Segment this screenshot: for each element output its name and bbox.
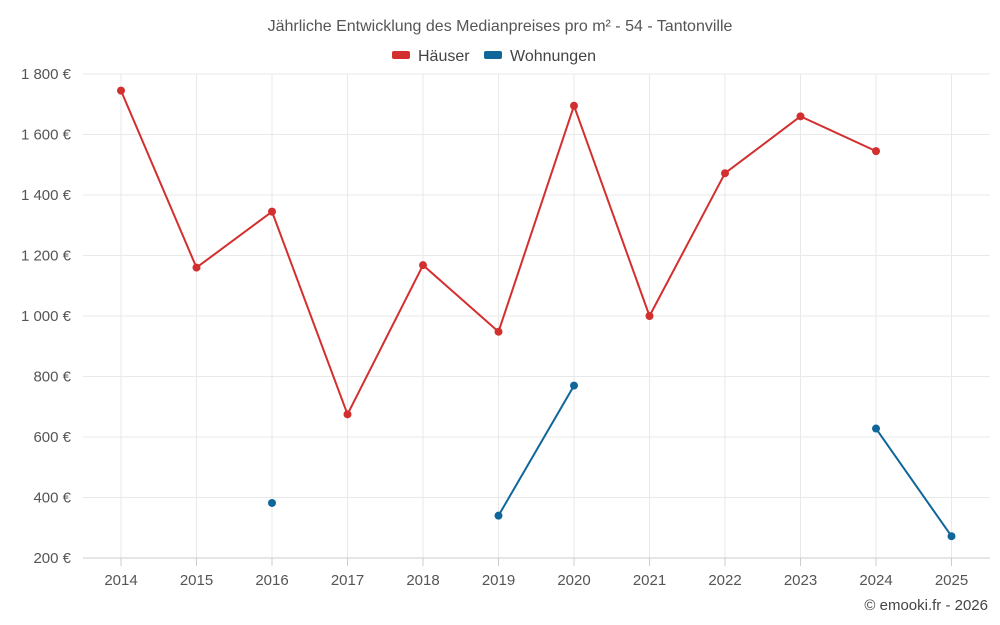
y-tick-label: 1 200 € xyxy=(21,248,72,265)
data-point[interactable] xyxy=(494,327,503,336)
x-tick-label: 2020 xyxy=(557,572,590,589)
x-tick-label: 2023 xyxy=(784,572,817,589)
x-tick-label: 2022 xyxy=(708,572,741,589)
y-tick-label: 600 € xyxy=(33,429,71,446)
grid xyxy=(83,73,990,559)
x-tick-label: 2016 xyxy=(255,572,288,589)
data-point[interactable] xyxy=(192,263,201,272)
x-tick-label: 2015 xyxy=(180,572,213,589)
credit-text: © emooki.fr - 2026 xyxy=(864,597,988,614)
data-point[interactable] xyxy=(419,261,427,270)
chart-title: Jährliche Entwicklung des Medianpreises … xyxy=(268,18,733,35)
y-tick-label: 800 € xyxy=(33,369,71,386)
data-point[interactable] xyxy=(268,498,276,507)
series-layer xyxy=(117,86,956,541)
legend-swatch[interactable] xyxy=(392,51,410,59)
y-tick-label: 1 600 € xyxy=(21,127,72,144)
x-tick-label: 2024 xyxy=(859,572,892,589)
data-point[interactable] xyxy=(570,101,578,110)
legend: Häuser Wohnungen xyxy=(392,48,596,65)
x-tick-label: 2025 xyxy=(935,572,968,589)
data-point[interactable] xyxy=(343,410,352,419)
x-tick-label: 2014 xyxy=(104,572,137,589)
x-tick-label: 2019 xyxy=(482,572,515,589)
data-point[interactable] xyxy=(494,511,503,520)
data-point[interactable] xyxy=(117,86,125,95)
y-tick-label: 1 400 € xyxy=(21,187,72,204)
data-point[interactable] xyxy=(721,169,729,178)
legend-label[interactable]: Wohnungen xyxy=(510,48,596,65)
x-tick-label: 2021 xyxy=(633,572,666,589)
data-point[interactable] xyxy=(872,424,880,433)
data-point[interactable] xyxy=(268,207,276,216)
y-axis: 200 € 400 € 600 € 800 € 1 000 € 1 200 € 1 400 … xyxy=(21,66,72,567)
x-axis: 2014 2015 2016 2017 2018 2019 2020 2021 2022 2023… xyxy=(83,557,990,589)
y-tick-label: 400 € xyxy=(33,490,71,507)
data-point[interactable] xyxy=(947,532,956,541)
data-point[interactable] xyxy=(796,112,805,121)
data-point[interactable] xyxy=(872,147,880,156)
data-point[interactable] xyxy=(570,381,578,390)
y-tick-label: 200 € xyxy=(33,550,71,567)
series-line-1 xyxy=(875,427,953,537)
x-tick-label: 2017 xyxy=(331,572,364,589)
data-point[interactable] xyxy=(645,312,654,320)
y-tick-label: 1 800 € xyxy=(21,66,72,83)
x-tick-label: 2018 xyxy=(406,572,439,589)
legend-swatch[interactable] xyxy=(484,51,502,59)
y-tick-label: 1 000 € xyxy=(21,308,72,325)
series-line-1 xyxy=(497,385,575,517)
legend-label[interactable]: Häuser xyxy=(418,48,470,65)
